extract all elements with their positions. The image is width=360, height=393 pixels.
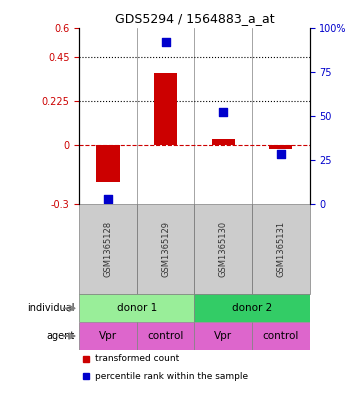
Bar [154,73,177,145]
Text: individual: individual [27,303,75,313]
Bar [96,145,120,182]
Text: donor 2: donor 2 [232,303,272,313]
FancyBboxPatch shape [194,294,310,322]
Text: Vpr: Vpr [99,331,117,341]
Text: GSM1365130: GSM1365130 [219,221,228,277]
Point [278,151,284,158]
Point [220,109,226,115]
Text: agent: agent [46,331,75,341]
Text: GSM1365128: GSM1365128 [104,221,112,277]
Bar [212,139,235,145]
FancyBboxPatch shape [137,204,194,294]
Text: control: control [262,331,299,341]
Text: percentile rank within the sample: percentile rank within the sample [95,372,248,381]
Text: GSM1365129: GSM1365129 [161,221,170,277]
Point [163,39,168,45]
FancyBboxPatch shape [194,322,252,350]
FancyBboxPatch shape [137,322,194,350]
Bar [269,145,292,149]
Text: Vpr: Vpr [214,331,232,341]
Text: GSM1365131: GSM1365131 [276,221,285,277]
FancyBboxPatch shape [79,294,194,322]
FancyBboxPatch shape [79,322,137,350]
Text: donor 1: donor 1 [117,303,157,313]
Point [105,195,111,202]
Title: GDS5294 / 1564883_a_at: GDS5294 / 1564883_a_at [114,12,274,25]
FancyBboxPatch shape [79,204,137,294]
Text: control: control [147,331,184,341]
FancyBboxPatch shape [194,204,252,294]
FancyBboxPatch shape [252,204,310,294]
Text: transformed count: transformed count [95,354,180,363]
FancyBboxPatch shape [252,322,310,350]
